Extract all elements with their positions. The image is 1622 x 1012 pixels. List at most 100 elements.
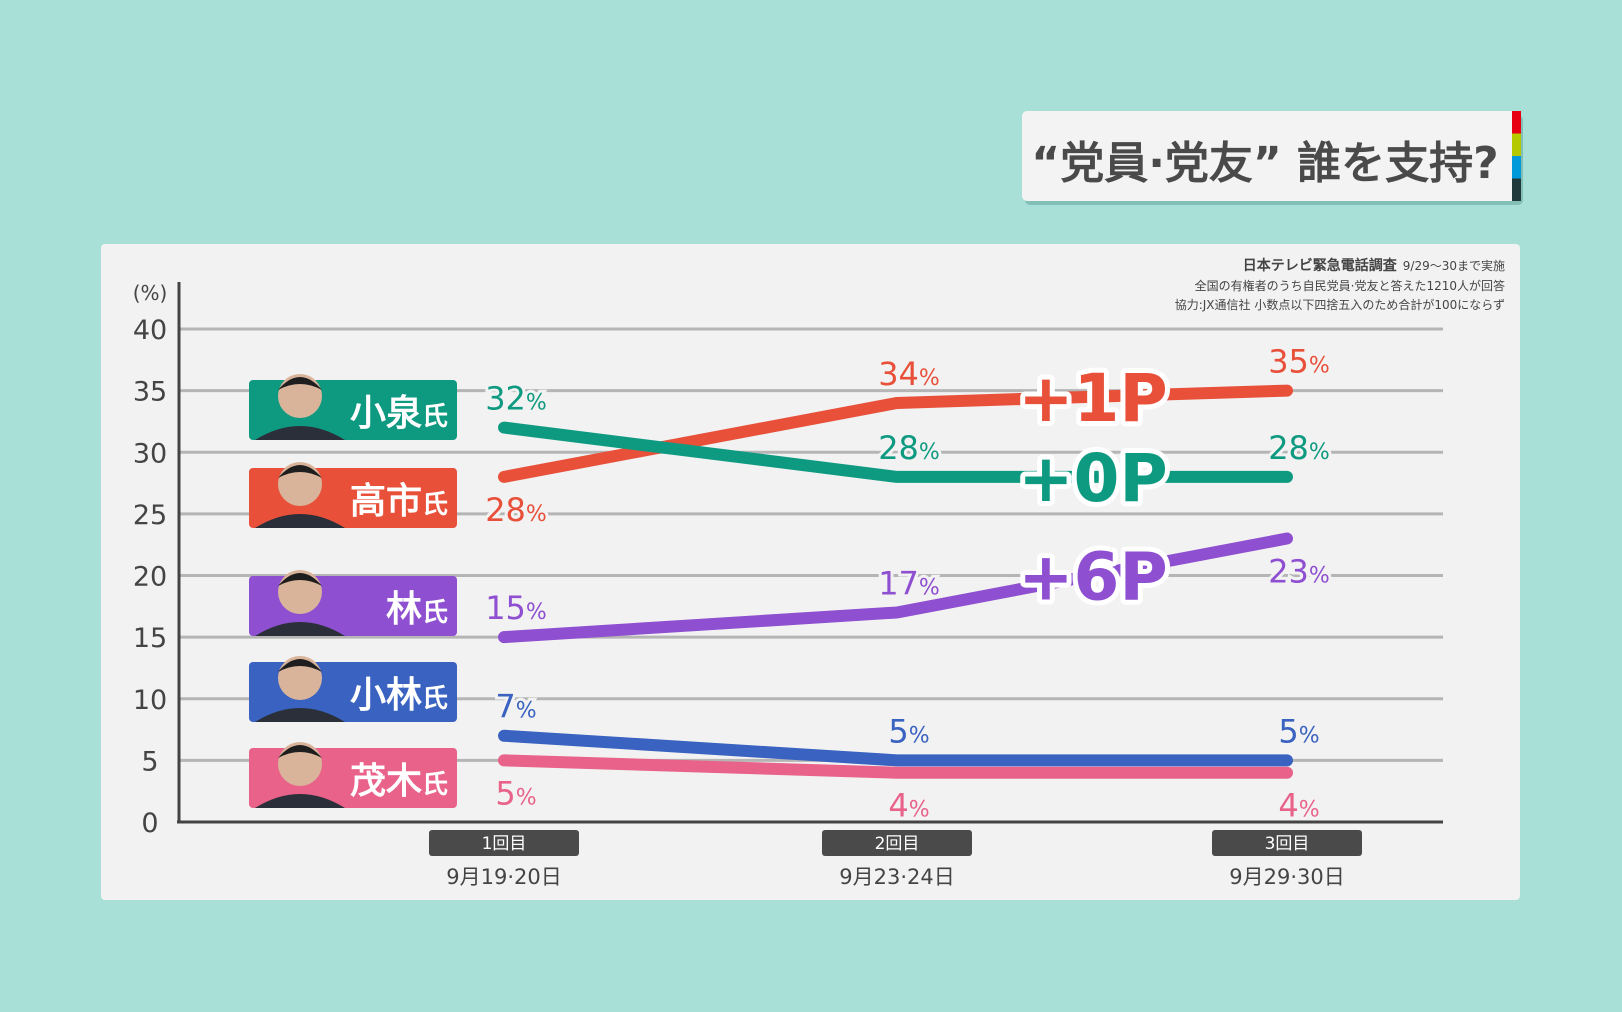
data-label-value: 34: [878, 355, 919, 393]
y-tick-label: 20: [133, 562, 167, 593]
candidate-name-label: 林氏: [386, 589, 448, 630]
data-label-value: 17: [878, 564, 919, 602]
x-tick-round: 3回目: [1265, 834, 1310, 854]
candidate-name-label: 茂木氏: [350, 761, 448, 802]
stripe-segment: [1512, 178, 1521, 201]
stripe-segment: [1512, 111, 1521, 134]
y-tick-label: 15: [133, 623, 167, 654]
title-color-stripe: [1512, 111, 1521, 201]
data-label-value: 28: [878, 429, 919, 467]
data-label: 4%: [1278, 787, 1319, 825]
y-tick-label: 40: [133, 315, 167, 346]
round-badge: [1212, 830, 1362, 856]
survey-notes: 日本テレビ緊急電話調査 9/29～30まで実施 全国の有権者のうち自民党員·党友と…: [1175, 257, 1505, 312]
data-label-value: 23: [1268, 553, 1309, 591]
candidate-label: 林氏: [249, 570, 457, 636]
data-label-unit: %: [516, 785, 537, 810]
data-label-unit: %: [909, 798, 930, 823]
data-label: 23%: [1268, 553, 1330, 591]
candidate-portrait: [255, 462, 345, 528]
data-label: 17%: [878, 564, 940, 602]
data-label: 35%: [1268, 343, 1330, 381]
x-tick-round: 1回目: [482, 834, 527, 854]
data-label-unit: %: [1299, 723, 1320, 748]
candidate-label: 小林氏: [249, 656, 457, 722]
candidate-name: 高市: [350, 481, 422, 522]
survey-dates: 9/29～30まで実施: [1403, 258, 1505, 273]
candidate-suffix: 氏: [422, 684, 448, 714]
x-tick-round: 2回目: [875, 834, 920, 854]
data-label-value: 28: [1268, 429, 1309, 467]
data-label: 7%: [495, 688, 536, 726]
y-tick-label: 0: [141, 808, 158, 839]
y-axis-unit: (%): [133, 281, 168, 305]
data-label-unit: %: [919, 366, 940, 391]
candidate-portrait: [255, 656, 345, 722]
data-label-value: 5: [495, 774, 515, 812]
candidate-name-label: 小林氏: [350, 675, 448, 716]
data-label-unit: %: [526, 502, 547, 527]
data-label-unit: %: [526, 600, 547, 625]
change-badge: +1P: [1018, 360, 1168, 437]
data-label-unit: %: [1299, 798, 1320, 823]
candidate-suffix: 氏: [422, 402, 448, 432]
candidate-suffix: 氏: [422, 770, 448, 800]
round-badge: [822, 830, 972, 856]
candidate-name: 茂木: [350, 761, 422, 802]
candidate-portrait: [255, 742, 345, 808]
candidate-name-label: 高市氏: [350, 481, 448, 522]
data-label-unit: %: [1309, 440, 1330, 465]
y-tick-label: 5: [141, 746, 158, 777]
data-label: 28%: [1268, 429, 1330, 467]
candidate-label: 小泉氏: [249, 374, 457, 440]
title-box: “党員·党友” 誰を支持?: [1022, 111, 1523, 205]
data-label-value: 28: [485, 491, 526, 529]
change-badge: +6P: [1018, 539, 1168, 616]
data-label-value: 32: [485, 380, 526, 418]
data-label-unit: %: [1309, 354, 1330, 379]
data-label-value: 7: [495, 688, 515, 726]
data-label-unit: %: [909, 723, 930, 748]
candidate-name: 林: [386, 589, 422, 630]
data-label: 32%: [485, 380, 547, 418]
data-label-value: 4: [1278, 787, 1298, 825]
candidate-portrait: [255, 374, 345, 440]
candidate-portrait: [255, 570, 345, 636]
data-label-value: 5: [888, 712, 908, 750]
data-label-value: 5: [1278, 712, 1298, 750]
data-label-unit: %: [526, 391, 547, 416]
round-badge: [429, 830, 579, 856]
survey-name: 日本テレビ緊急電話調査: [1243, 257, 1398, 274]
candidate-suffix: 氏: [422, 490, 448, 520]
data-label: 5%: [495, 774, 536, 812]
x-tick-date: 9月19·20日: [446, 865, 561, 889]
data-label-unit: %: [919, 575, 940, 600]
y-tick-label: 25: [133, 500, 167, 531]
stripe-segment: [1512, 133, 1521, 156]
x-tick-date: 9月23·24日: [839, 865, 954, 889]
data-label: 5%: [1278, 712, 1319, 750]
candidate-name-label: 小泉氏: [350, 393, 448, 434]
x-tick-date: 9月29·30日: [1229, 865, 1344, 889]
data-label-unit: %: [516, 699, 537, 724]
survey-credit: 協力:JX通信社 小数点以下四捨五入のため合計が100にならず: [1175, 297, 1505, 312]
data-label-unit: %: [1309, 564, 1330, 589]
data-label: 28%: [485, 491, 547, 529]
data-label: 15%: [485, 589, 547, 627]
candidate-name: 小林: [350, 675, 422, 716]
stripe-segment: [1512, 156, 1521, 179]
data-label-value: 4: [888, 787, 908, 825]
data-label: 28%: [878, 429, 940, 467]
change-badge: +0P: [1018, 440, 1168, 517]
data-label: 34%: [878, 355, 940, 393]
y-tick-label: 10: [133, 685, 167, 716]
data-label-value: 15: [485, 589, 526, 627]
y-tick-label: 35: [133, 377, 167, 408]
candidate-name: 小泉: [350, 393, 422, 434]
data-label-unit: %: [919, 440, 940, 465]
chart-title: “党員·党友” 誰を支持?: [1031, 138, 1498, 189]
data-label-value: 35: [1268, 343, 1309, 381]
survey-respondents: 全国の有権者のうち自民党員·党友と答えた1210人が回答: [1195, 278, 1505, 293]
